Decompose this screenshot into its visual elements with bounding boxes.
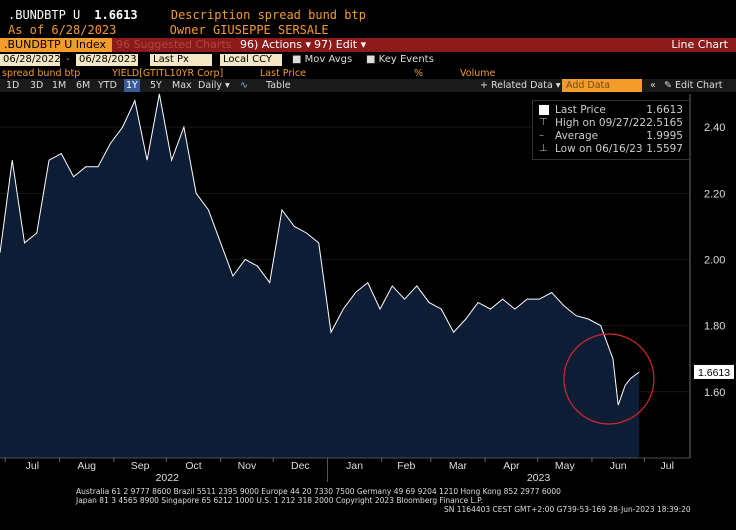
legend-low: ⊥ Low on 06/16/23 1.5597 — [537, 143, 685, 156]
legend-label: Low on 06/16/23 — [555, 143, 643, 155]
desc-value: spread bund btp — [257, 8, 366, 22]
last-value-box — [694, 364, 734, 379]
collapse-icon[interactable]: « — [650, 80, 656, 91]
legend-value: 1.5597 — [646, 143, 683, 155]
y-tick-label: 1.80 — [704, 321, 725, 333]
x-tick-label: Mar — [449, 460, 468, 472]
owner-value: GIUSEPPE SERSALE — [212, 23, 329, 37]
year-label: 2023 — [527, 472, 551, 484]
series-area — [0, 94, 640, 458]
asof-value: 6/28/2023 — [51, 23, 117, 37]
x-tick-label: Jun — [610, 460, 627, 472]
x-tick-label: Apr — [503, 460, 520, 472]
pct-label: % — [414, 68, 424, 79]
add-data-input[interactable]: Add Data — [562, 79, 642, 92]
edit-menu[interactable]: 97) Edit ▾ — [314, 38, 367, 51]
legend-label: High on 09/27/22 — [555, 117, 647, 129]
legend: Last Price 1.6613 ⊤ High on 09/27/22 2.5… — [532, 100, 690, 160]
x-tick-label: Oct — [185, 460, 201, 472]
legend-label: Last Price — [555, 104, 606, 116]
last-value-label: 1.6613 — [698, 367, 730, 379]
key-events-label: Key Events — [378, 54, 434, 65]
header: .BUNDBTP U 1.6613 Description spread bund… — [0, 0, 736, 38]
x-tick-label: Aug — [77, 460, 96, 472]
end-date-field[interactable]: 06/28/2023 — [76, 54, 138, 66]
owner-label: Owner — [169, 23, 206, 37]
x-tick-label: Dec — [291, 460, 310, 472]
date-separator: - — [66, 54, 70, 65]
year-label: 2022 — [156, 472, 180, 484]
table-button[interactable]: Table — [266, 80, 291, 91]
chart-type-label[interactable]: Line Chart — [671, 38, 728, 51]
x-tick-label: Nov — [238, 460, 257, 472]
period-6m[interactable]: 6M — [76, 80, 91, 91]
series-bar: spread bund btp YIELD[GTITL10YR Corp] La… — [0, 68, 736, 79]
footer-session: SN 1164403 CEST GMT+2:00 G739-53-169 28-… — [444, 505, 691, 514]
period-1y[interactable]: 1Y — [124, 79, 140, 92]
yield-label: YIELD[GTITL10YR Corp] — [112, 68, 224, 79]
related-data-dropdown[interactable]: + Related Data ▾ — [480, 80, 561, 91]
legend-value: 2.5165 — [646, 117, 683, 129]
x-tick-label: Sep — [131, 460, 150, 472]
frequency-dropdown[interactable]: Daily ▾ — [198, 80, 230, 91]
period-bar: 1D 3D 1M 6M YTD 1Y 5Y Max Daily ▾ ∿ Tabl… — [0, 79, 736, 92]
suggested-charts-button[interactable]: 96 Suggested Charts — [116, 38, 232, 51]
index-tab[interactable]: .BUNDBTP U Index — [0, 38, 112, 52]
last-price-label: Last Price — [260, 68, 306, 79]
ccy-field[interactable]: Local CCY — [220, 54, 282, 66]
toolbar: .BUNDBTP U Index 96 Suggested Charts 96)… — [0, 38, 736, 52]
average-icon: – — [539, 130, 544, 141]
price-chart[interactable]: 1.601.802.002.202.40 Jul Aug Sep Oct Nov Dec J… — [0, 92, 736, 486]
y-tick-label: 2.20 — [704, 188, 725, 200]
last-value-marker: 1.6613 — [694, 364, 734, 379]
y-axis: 1.60 1.80 2.00 2.20 2.40 — [689, 94, 725, 458]
line-chart-icon[interactable]: ∿ — [240, 80, 248, 91]
px-field[interactable]: Last Px — [150, 54, 212, 66]
asof-label: As of — [8, 23, 45, 37]
legend-average: – Average 1.9995 — [537, 130, 685, 143]
legend-last-price: Last Price 1.6613 — [537, 104, 685, 117]
y-tick-label: 2.40 — [704, 122, 725, 134]
desc-label: Description — [170, 8, 251, 22]
period-1d[interactable]: 1D — [6, 80, 20, 91]
ticker: .BUNDBTP U — [8, 8, 81, 22]
x-tick-label: Jul — [26, 460, 39, 472]
volume-label: Volume — [460, 68, 496, 79]
start-date-field[interactable]: 06/28/2022 — [0, 54, 61, 66]
footer-phones: Australia 61 2 9777 8600 Brazil 5511 239… — [76, 487, 561, 496]
period-max[interactable]: Max — [172, 80, 192, 91]
legend-label: Average — [555, 130, 599, 142]
x-tick-label: Jul — [661, 460, 674, 472]
x-tick-label: May — [555, 460, 576, 472]
high-icon: ⊤ — [539, 117, 548, 128]
footer-phones-2: Japan 81 3 4565 8900 Singapore 65 6212 1… — [76, 496, 483, 505]
actions-menu[interactable]: 96) Actions ▾ — [240, 38, 311, 51]
last-value: 1.6613 — [94, 8, 138, 22]
series-name: spread bund btp — [2, 68, 81, 79]
annotation-circle — [563, 333, 655, 425]
legend-swatch — [539, 105, 549, 115]
y-tick-label: 2.00 — [704, 254, 725, 266]
edit-chart-button[interactable]: ✎ Edit Chart — [664, 80, 723, 91]
low-icon: ⊥ — [539, 143, 548, 154]
legend-high: ⊤ High on 09/27/22 2.5165 — [537, 117, 685, 130]
period-ytd[interactable]: YTD — [98, 80, 117, 91]
x-tick-label: Jan — [346, 460, 363, 472]
legend-value: 1.6613 — [646, 104, 683, 116]
series-line — [0, 93, 640, 406]
period-1m[interactable]: 1M — [52, 80, 67, 91]
legend-value: 1.9995 — [646, 130, 683, 142]
period-5y[interactable]: 5Y — [150, 80, 162, 91]
mov-avgs-label: Mov Avgs — [304, 54, 353, 65]
key-events-checkbox[interactable]: ■ Key Events — [366, 54, 434, 65]
mov-avgs-checkbox[interactable]: ■ Mov Avgs — [292, 54, 353, 65]
period-3d[interactable]: 3D — [30, 80, 44, 91]
x-tick-label: Feb — [397, 460, 415, 472]
x-axis: Jul Aug Sep Oct Nov Dec Jan Feb Mar Apr May Jun Jul 2… — [0, 457, 690, 484]
y-tick-label: 1.60 — [704, 387, 725, 399]
settings-bar: 06/28/2022 - 06/28/2023 Last Px Local CC… — [0, 54, 736, 67]
